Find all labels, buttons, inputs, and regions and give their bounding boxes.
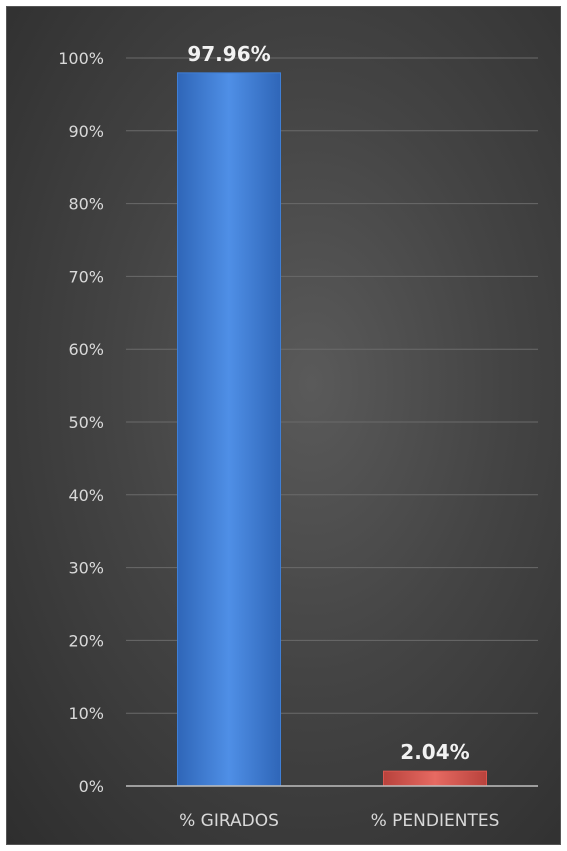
- y-tick-label: 30%: [68, 559, 104, 578]
- y-axis: 0% 10% 20% 30% 40% 50% 60% 70% 80% 90% 100%: [58, 49, 104, 796]
- y-tick-label: 90%: [68, 122, 104, 141]
- x-category-label: % GIRADOS: [179, 811, 279, 831]
- y-tick-label: 20%: [68, 631, 104, 650]
- x-category-label: % PENDIENTES: [371, 811, 500, 831]
- y-tick-label: 0%: [79, 777, 104, 796]
- data-label: 97.96%: [187, 42, 270, 66]
- chart-frame: [6, 6, 561, 845]
- x-axis: % GIRADOS % PENDIENTES: [126, 785, 538, 831]
- y-tick-label: 50%: [68, 413, 104, 432]
- data-labels: 97.96% 2.04%: [187, 42, 469, 764]
- bar-girados: [177, 72, 281, 787]
- bars: [177, 72, 487, 787]
- y-tick-label: 40%: [68, 486, 104, 505]
- y-tick-label: 80%: [68, 195, 104, 214]
- y-tick-label: 60%: [68, 340, 104, 359]
- y-tick-label: 10%: [68, 704, 104, 723]
- bar-pendientes: [383, 770, 487, 787]
- data-label: 2.04%: [400, 740, 469, 764]
- y-tick-label: 100%: [58, 49, 104, 68]
- y-tick-label: 70%: [68, 267, 104, 286]
